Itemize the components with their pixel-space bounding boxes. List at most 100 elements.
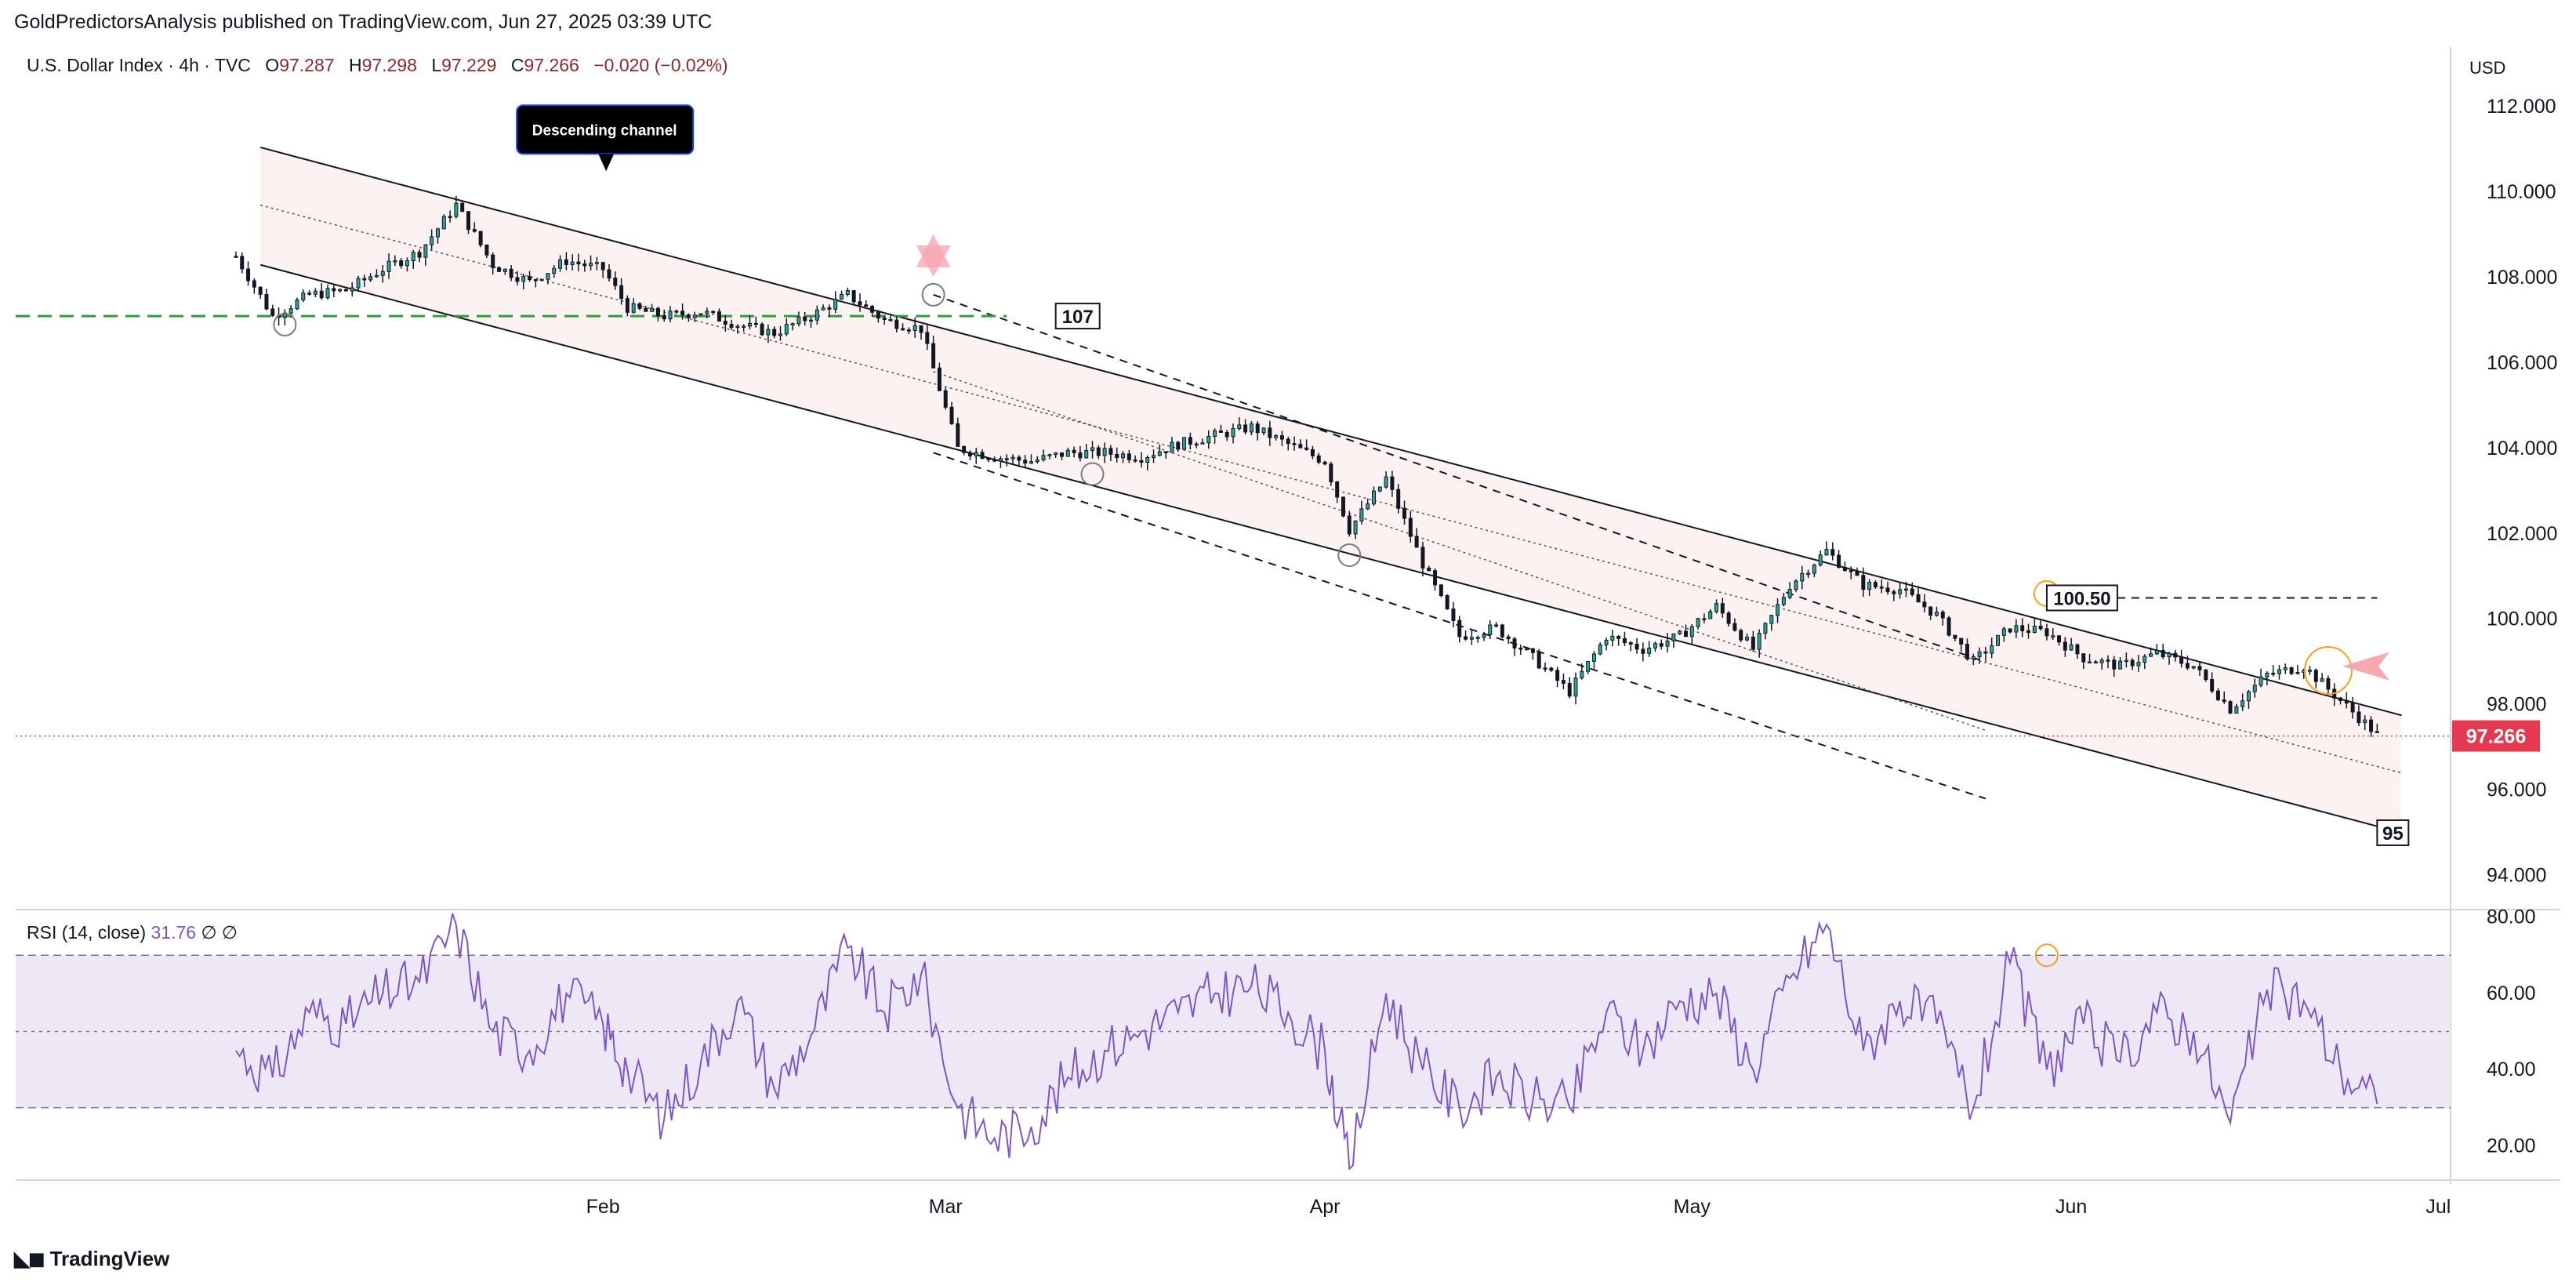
candle-body [2265,672,2269,678]
rsi-label[interactable]: RSI (14, close) [27,922,147,943]
candle-body [1035,459,1039,463]
candle-body [809,319,814,322]
candle-body [1377,486,1382,492]
highlight-circle-2 [2303,646,2353,696]
candle-body [1371,490,1376,505]
candle-body [1414,536,1419,548]
touch-circle-1 [273,312,297,336]
rsi-highlight-circle [2034,943,2059,968]
candle-body [956,423,960,447]
candle-body [1065,449,1070,457]
candle-body [472,229,477,232]
candle-body [270,308,275,316]
candle-body [882,318,887,321]
candle-body [1530,648,1535,653]
candle-body [2234,706,2239,714]
price-tick-label: 108.000 [2487,267,2557,289]
rsi-tick-label: 40.00 [2487,1059,2536,1081]
rsi-extra-1: ∅ [201,922,217,943]
candle-body [288,308,293,314]
candle-body [2057,635,2062,643]
candle-body [307,292,312,295]
candle-body [1622,638,1627,644]
candle-body [1408,518,1413,537]
candle-body [1726,612,1731,624]
candle-body [1806,572,1811,576]
candle-body [2308,670,2313,672]
candle-body [1739,630,1743,641]
candle-body [528,276,532,281]
candle-body [1059,452,1064,457]
candle-body [937,367,942,391]
candle-body [967,452,972,457]
level-95-label-box [2376,819,2410,846]
channel-mid-line [259,204,2402,774]
candle-body [619,285,624,300]
candle-body [430,236,434,245]
candle-body [1261,427,1266,434]
candle-body [821,307,825,311]
candle-body [252,280,256,288]
candle-body [1506,636,1511,640]
candle-body [1469,637,1474,640]
candle-body [1525,648,1529,651]
candle-body [1769,615,1774,624]
candle-body [301,292,306,301]
candle-body [2277,669,2281,674]
candle-body [2020,625,2025,631]
candle-body [1488,624,1493,635]
candle-body [1591,653,1596,662]
candle-body [1873,582,1878,588]
candle-body [613,278,618,286]
candle-body [2356,711,2361,724]
candle-body [1837,554,1841,569]
candle-body [1885,587,1890,593]
candle-body [1855,570,1859,576]
candle-body [2179,656,2184,664]
candle-body [552,267,557,274]
candle-body [1659,643,1664,647]
candle-body [1237,424,1242,430]
candle-body [1776,604,1780,616]
symbol-name[interactable]: U.S. Dollar Index · 4h · TVC [27,55,251,75]
candle-body [912,325,917,331]
candle-body [1634,643,1639,650]
level-100-50-label-box [2045,584,2118,612]
candle-body [441,216,446,230]
tradingview-brand[interactable]: ◣◼ TradingView [14,1247,169,1271]
candle-body [840,293,844,300]
candle-body [2167,652,2171,658]
candle-body [2149,653,2153,657]
candle-body [607,269,611,279]
candle-body [386,260,391,272]
candle-body [1757,633,1761,650]
candle-body [1249,423,1254,433]
rsi-tick-label: 60.00 [2487,983,2536,1004]
candle-body [1500,624,1504,638]
candle-body [1683,630,1688,638]
candle-body [1292,443,1297,445]
candle-body [1096,447,1101,456]
candle-body [521,276,526,282]
candle-body [680,311,685,315]
candle-body [949,406,954,424]
candle-body [2161,650,2165,658]
open-label: O [265,55,280,75]
candle-body [362,278,367,281]
candle-body [1127,453,1131,461]
candle-body [350,287,354,292]
candle-body [1145,456,1150,463]
candle-body [833,298,838,310]
channel-fill [260,147,2402,833]
candle-body [1714,603,1719,612]
candle-body [2289,667,2294,674]
candle-body [1316,455,1321,463]
candle-body [448,216,452,219]
last-price-badge [2452,720,2540,752]
candle-body [888,319,893,322]
candle-body [1916,594,1921,603]
candle-body [858,301,862,306]
candle-body [2044,628,2049,637]
candle-body [1628,642,1633,645]
